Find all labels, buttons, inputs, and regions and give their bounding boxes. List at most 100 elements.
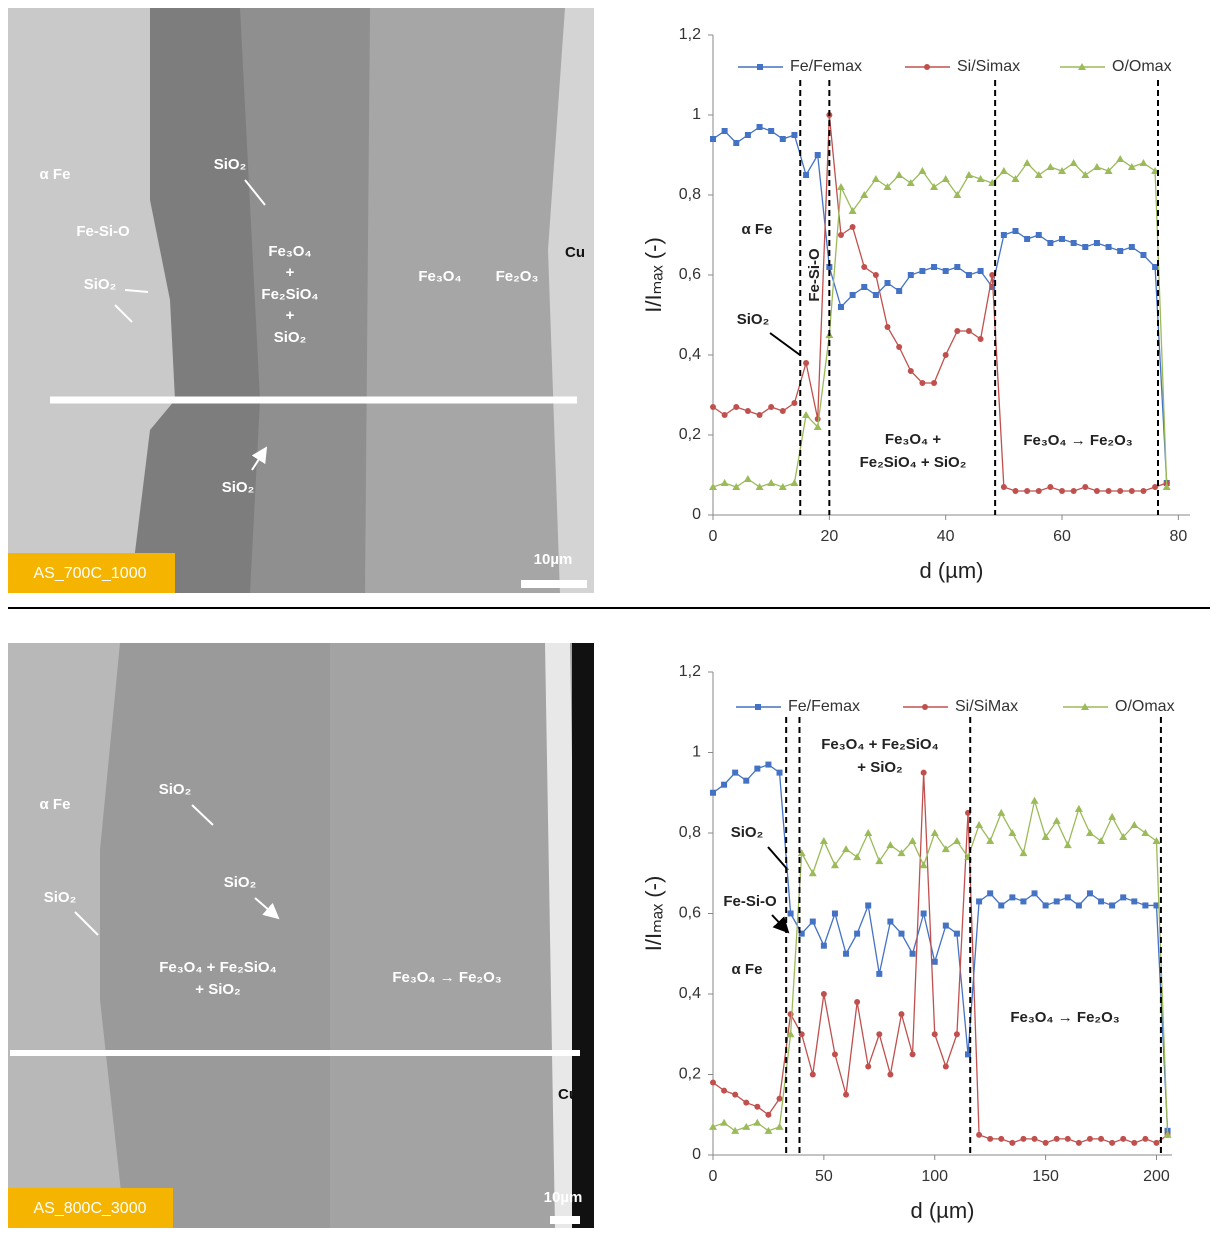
marker — [942, 352, 949, 358]
marker — [1064, 894, 1071, 901]
x-tick-label: 100 — [921, 1168, 948, 1185]
annotation: Fe₂SiO₄ + SiO₂ — [860, 454, 967, 471]
marker — [1153, 1139, 1160, 1146]
marker — [842, 845, 851, 853]
annotation: α Fe — [732, 961, 763, 978]
annotation: SiO₂ — [737, 311, 770, 328]
marker — [931, 380, 938, 386]
marker — [837, 232, 844, 238]
marker — [1000, 232, 1007, 238]
marker — [872, 292, 879, 298]
marker — [953, 930, 960, 937]
marker — [1127, 163, 1136, 170]
marker — [1059, 236, 1066, 242]
label: SiO₂ — [214, 156, 247, 173]
marker — [1034, 171, 1043, 178]
marker — [1140, 252, 1147, 258]
marker — [765, 1111, 772, 1118]
marker — [1109, 1139, 1116, 1146]
marker — [768, 128, 775, 134]
marker — [1011, 175, 1020, 182]
marker — [884, 324, 891, 330]
marker — [1086, 890, 1093, 897]
marker — [919, 861, 928, 869]
marker — [1116, 155, 1125, 162]
marker — [720, 1118, 729, 1126]
marker — [814, 152, 821, 158]
marker — [896, 344, 903, 350]
marker — [909, 1051, 916, 1058]
marker — [1109, 902, 1116, 909]
marker — [779, 408, 786, 414]
annotation: Fe-Si-O — [723, 893, 777, 910]
marker — [931, 1031, 938, 1038]
marker — [744, 408, 751, 414]
series-line — [712, 126, 1168, 484]
marker — [1082, 244, 1089, 250]
marker — [861, 284, 868, 290]
sample-label: AS_800C_3000 — [34, 1200, 147, 1217]
y-tick-label: 0,6 — [679, 905, 701, 922]
marker — [1117, 488, 1124, 494]
marker — [820, 942, 827, 949]
label: Cu — [558, 1086, 578, 1103]
marker — [753, 1118, 762, 1126]
marker — [1131, 1139, 1138, 1146]
marker — [898, 930, 905, 937]
marker — [1120, 894, 1127, 901]
marker — [920, 910, 927, 917]
marker — [710, 136, 716, 142]
marker — [756, 124, 763, 130]
y-tick-label: 0,8 — [679, 186, 701, 203]
marker — [976, 1131, 983, 1138]
marker — [790, 479, 799, 486]
marker — [907, 368, 914, 374]
marker — [922, 704, 928, 710]
marker — [883, 183, 892, 190]
marker — [754, 1103, 761, 1110]
marker — [1035, 488, 1042, 494]
marker — [1130, 820, 1139, 828]
marker — [906, 179, 915, 186]
marker — [1152, 484, 1159, 490]
marker — [1009, 894, 1016, 901]
annotation: Fe₃O₄ → Fe₂O₃ — [1010, 1009, 1119, 1026]
marker — [1047, 484, 1054, 490]
x-tick-label: 40 — [937, 528, 955, 545]
annotation: SiO₂ — [731, 824, 764, 841]
marker — [733, 404, 740, 410]
marker — [1163, 1130, 1172, 1138]
marker — [1042, 1139, 1049, 1146]
marker — [872, 272, 879, 278]
y-tick-label: 0,4 — [679, 985, 701, 1002]
marker — [1031, 1135, 1038, 1142]
marker — [887, 918, 894, 925]
marker — [1108, 812, 1117, 820]
marker — [1152, 264, 1159, 270]
series-line — [712, 763, 1169, 1131]
x-tick-label: 60 — [1053, 528, 1071, 545]
marker — [1041, 833, 1050, 841]
marker — [1052, 816, 1061, 824]
marker — [854, 999, 861, 1006]
marker — [733, 140, 740, 146]
marker — [808, 869, 817, 877]
legend-label: Si/Simax — [957, 58, 1020, 75]
marker — [720, 479, 729, 486]
marker — [1053, 898, 1060, 905]
marker — [1063, 841, 1072, 849]
marker — [744, 132, 751, 138]
marker — [767, 479, 776, 486]
marker — [965, 1051, 971, 1058]
marker — [1074, 804, 1083, 812]
label: Fe₃O₄ → Fe₂O₃ — [392, 969, 501, 986]
label: SiO₂ — [224, 874, 257, 891]
marker — [1008, 829, 1017, 836]
label: Fe₃O₄ — [418, 268, 461, 285]
marker — [1035, 232, 1042, 238]
marker — [997, 808, 1006, 816]
marker — [787, 1011, 794, 1018]
marker — [1120, 1135, 1127, 1142]
marker — [919, 268, 926, 274]
